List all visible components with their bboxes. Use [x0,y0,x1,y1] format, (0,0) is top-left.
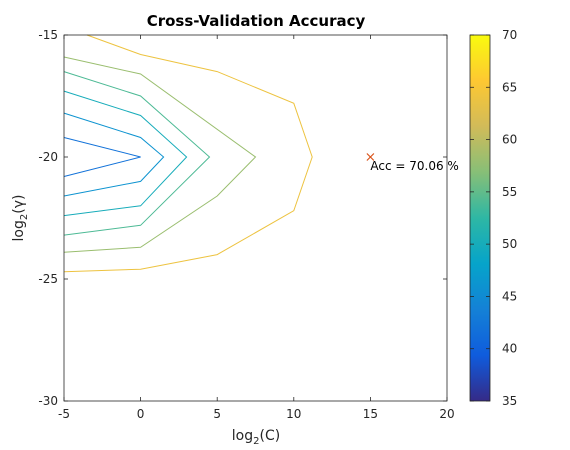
best-point-stroke-b [366,153,375,161]
plot-frame [63,34,448,402]
x-axis-label: log2(C) [232,428,280,447]
y-axis-label: log2(γ) [11,195,30,242]
colorbar-gradient [469,34,491,402]
plot-background [64,35,447,401]
y-tick-label: -20 [38,150,58,164]
contour-line-2 [63,112,165,197]
best-accuracy-annotation: Acc = 70.06 % [370,159,458,173]
y-tick-label: -25 [38,272,58,286]
best-point-marker [366,153,375,161]
contour-line-1 [63,137,141,177]
y-tick-label: -30 [38,394,58,408]
x-tick-label: -5 [58,407,70,421]
colorbar-tick-label: 35 [502,394,517,408]
contour-line-3 [63,90,188,217]
colorbar-tick-label: 70 [502,28,517,42]
colorbar-tick-label: 45 [502,289,517,303]
x-tick-label: 10 [286,407,301,421]
contour-line-6 [63,34,313,273]
x-tick-label: 5 [213,407,221,421]
y-tick-label: -15 [38,28,58,42]
colorbar-tick-label: 40 [502,342,517,356]
plot-area: -5 0 5 10 15 20 -30 -25 -20 -15 Acc = 70.06 % [38,28,458,421]
colorbar: 35 40 45 50 55 60 65 70 [469,28,517,408]
x-tick-label: 0 [137,407,145,421]
chart-title: Cross-Validation Accuracy [147,12,366,30]
colorbar-tick-label: 55 [502,185,517,199]
colorbar-tick-label: 65 [502,80,517,94]
colorbar-tick-label: 60 [502,133,517,147]
colorbar-tick-label: 50 [502,237,517,251]
x-tick-label: 20 [439,407,454,421]
x-tick-label: 15 [363,407,378,421]
contour-line-4 [63,71,211,236]
contour-line-5 [63,56,257,253]
